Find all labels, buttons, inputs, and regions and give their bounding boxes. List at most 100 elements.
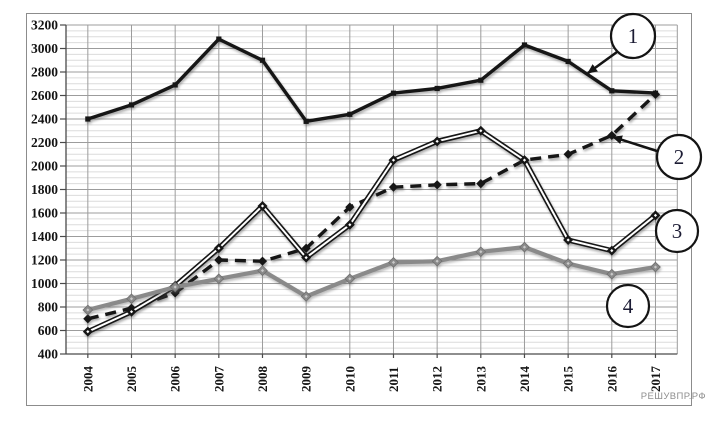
y-axis-label: 400 xyxy=(38,347,59,362)
data-point-marker xyxy=(476,179,486,189)
data-point-marker xyxy=(479,250,483,254)
x-axis-label: 2017 xyxy=(648,366,663,393)
series-line-inner xyxy=(87,129,657,333)
callout-label: 1 xyxy=(628,24,639,48)
x-axis-label: 2006 xyxy=(168,366,183,393)
data-point-marker xyxy=(434,85,440,92)
data-point-marker xyxy=(216,36,222,42)
y-axis-label: 1200 xyxy=(31,253,58,268)
data-point-marker xyxy=(260,204,265,208)
x-axis-label: 2015 xyxy=(561,366,576,393)
x-axis-label: 2013 xyxy=(473,366,488,393)
data-point-marker xyxy=(348,223,352,227)
data-point-marker xyxy=(259,57,266,63)
callout-2: 2 xyxy=(612,133,703,181)
data-point-marker xyxy=(522,245,527,249)
data-point-marker xyxy=(390,90,397,96)
data-point-marker xyxy=(86,308,90,312)
callout-4: 4 xyxy=(605,283,651,329)
x-axis-label: 2009 xyxy=(299,366,314,393)
data-point-marker xyxy=(566,238,570,242)
callout-circle xyxy=(609,12,657,60)
x-axis-label: 2005 xyxy=(124,366,139,393)
data-point-marker xyxy=(83,314,93,324)
data-point-marker xyxy=(432,180,442,190)
callout-3: 3 xyxy=(654,208,700,254)
data-point-marker xyxy=(522,158,527,162)
data-point-marker xyxy=(304,256,308,260)
series-1 xyxy=(85,36,659,124)
x-axis-label: 2010 xyxy=(342,366,357,392)
data-point-marker xyxy=(304,294,308,299)
data-point-marker xyxy=(260,268,265,273)
y-axis-label: 2800 xyxy=(31,65,58,80)
data-point-marker xyxy=(478,77,484,83)
y-axis-label: 800 xyxy=(38,300,59,315)
callout-circle xyxy=(605,283,651,329)
y-axis-label: 2200 xyxy=(31,135,58,150)
y-axis-label: 3000 xyxy=(31,41,58,56)
callout-circle xyxy=(655,133,703,181)
x-axis-label: 2014 xyxy=(517,366,532,393)
data-point-marker xyxy=(391,158,396,162)
data-point-marker xyxy=(653,265,658,269)
data-point-marker xyxy=(129,297,134,301)
x-axis-labels: 2004 2005 2006 2007 2008 2009 2010 2011 2012 2013… xyxy=(80,366,663,393)
data-point-marker xyxy=(435,139,439,143)
x-axis-label: 2016 xyxy=(604,366,619,393)
data-point-marker xyxy=(214,255,224,265)
data-point-marker xyxy=(610,249,614,253)
callout-label: 4 xyxy=(623,294,634,318)
data-point-marker xyxy=(391,260,396,264)
y-axis-label: 1400 xyxy=(31,229,58,244)
y-axis-label: 2600 xyxy=(31,88,58,103)
series-line xyxy=(87,245,656,312)
y-axis-label: 3200 xyxy=(31,18,58,33)
y-axis-label: 1000 xyxy=(31,276,58,291)
data-point-marker xyxy=(257,256,268,266)
data-point-marker xyxy=(653,213,658,217)
data-point-marker xyxy=(435,259,439,263)
data-point-marker xyxy=(86,330,90,334)
data-point-marker xyxy=(650,89,661,99)
data-point-marker xyxy=(303,118,309,124)
data-point-marker xyxy=(301,243,311,253)
data-point-marker xyxy=(128,102,135,108)
callout-label: 2 xyxy=(674,145,685,169)
y-axis-label: 2000 xyxy=(31,159,58,174)
callout-circle xyxy=(654,208,700,254)
callout-label: 3 xyxy=(672,219,683,243)
callout-arrow xyxy=(587,50,618,75)
data-point-marker xyxy=(172,82,178,88)
y-axis-label: 600 xyxy=(38,323,59,338)
x-axis-label: 2007 xyxy=(211,366,226,393)
y-axis-label: 1600 xyxy=(31,206,58,221)
data-point-marker xyxy=(217,277,221,281)
data-point-marker xyxy=(217,246,221,250)
series-3 xyxy=(82,125,661,337)
data-point-marker xyxy=(521,42,528,48)
y-axis-label: 1800 xyxy=(31,182,58,197)
data-point-marker xyxy=(609,88,615,94)
data-point-marker xyxy=(565,58,571,65)
data-point-marker xyxy=(348,277,352,281)
data-point-marker xyxy=(610,272,614,276)
callout-1: 1 xyxy=(587,12,657,75)
data-point-marker xyxy=(85,116,91,122)
data-point-marker xyxy=(173,285,177,289)
data-point-marker xyxy=(129,310,134,314)
series-line xyxy=(87,37,656,123)
callout-arrow xyxy=(612,135,658,153)
series-4 xyxy=(82,241,661,316)
y-axis-label: 2400 xyxy=(31,112,58,127)
watermark: РЕШУВПР.РФ xyxy=(640,391,706,402)
data-point-marker xyxy=(388,182,399,192)
y-axis-labels: 400 600 800 1000 1200 1400 1600 1800 2000 2200 240… xyxy=(31,18,58,362)
x-axis-label: 2011 xyxy=(386,367,401,392)
data-point-marker xyxy=(563,149,573,159)
data-point-marker xyxy=(479,129,483,133)
data-point-marker xyxy=(566,261,570,266)
data-point-marker xyxy=(345,202,355,212)
